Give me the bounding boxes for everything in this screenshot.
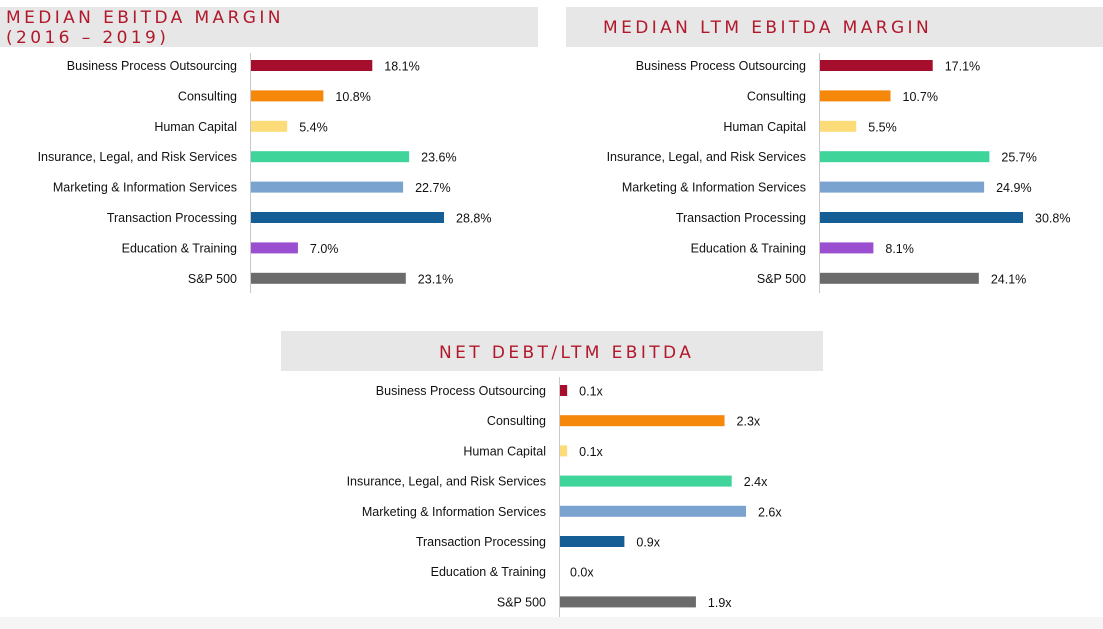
bar — [820, 242, 874, 254]
data-label: 24.9% — [996, 181, 1031, 195]
category-label: Business Process Outsourcing — [636, 59, 806, 73]
bar — [560, 505, 746, 517]
bar — [820, 181, 985, 193]
bar — [251, 181, 404, 193]
chart-title-band — [281, 331, 823, 371]
category-label: Education & Training — [122, 241, 237, 255]
category-label: Human Capital — [723, 120, 806, 134]
category-label: Marketing & Information Services — [622, 181, 806, 195]
category-label: S&P 500 — [497, 595, 546, 609]
data-label: 23.1% — [418, 272, 453, 286]
category-label: Consulting — [178, 89, 237, 103]
category-label: Insurance, Legal, and Risk Services — [38, 150, 237, 164]
bar — [820, 272, 979, 284]
category-label: Transaction Processing — [416, 535, 546, 549]
category-label: Consulting — [747, 89, 806, 103]
data-label: 7.0% — [310, 242, 339, 256]
data-label: 17.1% — [945, 60, 980, 74]
data-label: 10.8% — [335, 90, 370, 104]
data-label: 10.7% — [903, 90, 938, 104]
bar — [251, 90, 324, 102]
bar — [251, 272, 406, 284]
data-label: 24.1% — [991, 272, 1026, 286]
data-label: 0.0x — [570, 566, 594, 580]
data-label: 1.9x — [708, 596, 732, 610]
category-label: Transaction Processing — [107, 211, 237, 225]
data-label: 5.5% — [868, 120, 897, 134]
category-label: Insurance, Legal, and Risk Services — [347, 475, 546, 489]
chart-title: NET DEBT/LTM EBITDA — [439, 343, 694, 363]
chart-title-band — [566, 7, 1103, 47]
bar — [820, 60, 933, 71]
bar — [251, 212, 444, 223]
chart-panel-2: MEDIAN LTM EBITDA MARGIN Business Process… — [566, 7, 1103, 293]
bar — [820, 90, 891, 102]
bottom-strip — [0, 617, 1103, 629]
bar — [820, 151, 990, 163]
category-label: Business Process Outsourcing — [67, 59, 237, 73]
category-label: S&P 500 — [757, 272, 806, 286]
bar — [251, 151, 410, 163]
bar — [251, 242, 298, 254]
category-label: Consulting — [487, 414, 546, 428]
bar — [560, 475, 732, 487]
data-label: 2.4x — [744, 475, 768, 489]
data-label: 0.1x — [579, 445, 603, 459]
category-label: Insurance, Legal, and Risk Services — [607, 150, 806, 164]
chart-panel-3: NET DEBT/LTM EBITDA Business Process Outs… — [281, 331, 823, 617]
category-label: S&P 500 — [188, 272, 237, 286]
bar — [820, 212, 1023, 223]
bar — [251, 120, 288, 132]
bar — [251, 60, 373, 71]
bar — [820, 120, 857, 132]
data-label: 0.1x — [579, 385, 603, 399]
bar — [560, 445, 568, 457]
category-label: Marketing & Information Services — [362, 505, 546, 519]
data-label: 28.8% — [456, 212, 491, 226]
data-label: 30.8% — [1035, 212, 1070, 226]
bar — [560, 596, 696, 608]
category-label: Human Capital — [154, 120, 237, 134]
category-label: Business Process Outsourcing — [376, 384, 546, 398]
data-label: 8.1% — [885, 242, 914, 256]
chart-panel-1: MEDIAN EBITDA MARGIN(2016 – 2019) Busines… — [0, 7, 538, 293]
bar — [560, 385, 568, 396]
data-label: 25.7% — [1001, 151, 1036, 165]
data-label: 0.9x — [636, 536, 660, 550]
category-label: Transaction Processing — [676, 211, 806, 225]
category-label: Education & Training — [431, 565, 546, 579]
category-label: Education & Training — [691, 241, 806, 255]
bar — [560, 536, 625, 547]
category-label: Human Capital — [463, 444, 546, 458]
category-label: Marketing & Information Services — [53, 181, 237, 195]
bar — [560, 415, 725, 427]
data-label: 2.3x — [737, 415, 761, 429]
data-label: 18.1% — [384, 60, 419, 74]
chart-title: (2016 – 2019) — [6, 28, 169, 48]
chart-title-band — [0, 7, 538, 47]
data-label: 23.6% — [421, 151, 456, 165]
chart-title: MEDIAN LTM EBITDA MARGIN — [603, 18, 932, 38]
chart-title: MEDIAN EBITDA MARGIN — [6, 8, 284, 28]
data-label: 22.7% — [415, 181, 450, 195]
data-label: 5.4% — [299, 120, 328, 134]
data-label: 2.6x — [758, 505, 782, 519]
